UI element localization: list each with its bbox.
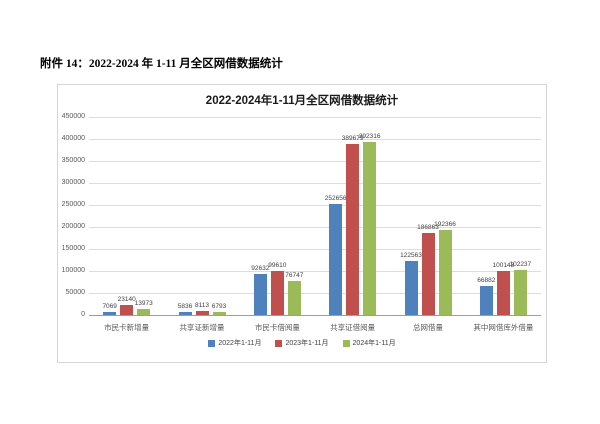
gridline: [89, 227, 541, 228]
gridline: [89, 271, 541, 272]
bar-value-label: 392316: [358, 133, 381, 141]
legend-label: 2023年1-11月: [285, 340, 329, 347]
bar: [404, 261, 418, 315]
chart-title: 2022-2024年1-11月全区网借数据统计: [205, 95, 399, 107]
legend-swatch: [275, 339, 283, 347]
bar-value-label: 23140: [117, 295, 136, 303]
bar-value-label: 252656: [324, 194, 347, 202]
bar-value-label: 92632: [251, 265, 270, 273]
x-axis-category-label: 总网借量: [413, 323, 443, 332]
y-axis-tick-label: 100000: [61, 267, 85, 274]
legend-item: 2023年1-11月: [275, 338, 329, 348]
bar: [438, 230, 452, 315]
bar-value-label: 99610: [268, 262, 287, 270]
bar: [287, 281, 301, 315]
bar-value-label: 100143: [492, 261, 515, 269]
bar: [513, 270, 527, 315]
y-axis-tick-label: 400000: [61, 135, 85, 142]
gridline: [89, 183, 541, 184]
bar-value-label: 7069: [102, 302, 117, 310]
y-axis-tick-label: 0: [81, 311, 85, 318]
bar: [195, 311, 209, 315]
legend-swatch: [208, 339, 216, 347]
legend-label: 2022年1-11月: [218, 340, 262, 347]
bar-value-label: 122563: [400, 252, 422, 260]
bar: [421, 232, 435, 315]
y-axis-tick-label: 250000: [61, 201, 85, 208]
bar-value-label: 192366: [434, 221, 456, 229]
bar: [120, 304, 134, 315]
gridline: [89, 161, 541, 162]
bar-value-label: 102237: [509, 261, 532, 269]
y-axis-tick-label: 300000: [61, 179, 85, 186]
y-axis-tick-label: 450000: [61, 113, 85, 120]
bar-value-label: 5836: [177, 303, 193, 311]
y-axis-tick-label: 50000: [65, 289, 85, 296]
bar: [479, 285, 493, 315]
gridline: [89, 249, 541, 250]
x-axis-category-label: 共享证新增量: [179, 323, 225, 332]
legend-item: 2022年1-11月: [208, 338, 261, 348]
bar: [103, 311, 117, 315]
bar-value-label: 8113: [195, 302, 209, 310]
y-axis-tick-label: 350000: [61, 157, 85, 164]
legend-item: 2024年1-11月: [342, 338, 396, 348]
bar-value-label: 389679: [341, 134, 364, 142]
bar: [270, 271, 284, 315]
bar-value-label: 76747: [285, 272, 304, 280]
bar: [212, 312, 226, 315]
gridline: [89, 117, 541, 118]
bar: [178, 312, 192, 315]
bar: [496, 270, 510, 315]
bar-value-label: 13973: [134, 299, 153, 307]
gridline: [89, 293, 541, 294]
gridline: [89, 139, 541, 140]
y-axis-tick-label: 150000: [61, 245, 85, 252]
y-axis-tick-label: 200000: [61, 223, 85, 230]
bar: [137, 308, 151, 315]
bar-value-label: 186863: [417, 223, 439, 231]
bar-value-label: 6793: [211, 303, 227, 310]
bar: [253, 274, 267, 315]
chart-legend: 2022年1-11月 2023年1-11月 2024年1-11月: [58, 338, 546, 348]
bar: [329, 203, 343, 315]
x-axis-category-label: 市民卡新增量: [104, 323, 150, 332]
bar-value-label: 66882: [477, 276, 496, 284]
chart: 2022-2024年1-11月全区网借数据统计 0 50000 100000 1500…: [57, 84, 547, 363]
bar: [363, 142, 377, 315]
gridline: [89, 205, 541, 206]
x-axis-category-label: 共享证借阅量: [330, 323, 376, 332]
x-axis-line: [89, 315, 541, 316]
x-axis-category-label: 其中网借库外借量: [473, 323, 534, 332]
legend-swatch: [342, 339, 350, 347]
plot-area: 0 50000 100000 150000 200000 250000 300000 3500…: [62, 113, 541, 332]
x-axis-category-label: 市民卡借阅量: [254, 323, 300, 332]
document-heading: 附件 14：2022-2024 年 1-11 月全区网借数据统计: [40, 58, 283, 70]
legend-label: 2024年1-11月: [352, 340, 396, 347]
bar: [346, 143, 360, 315]
